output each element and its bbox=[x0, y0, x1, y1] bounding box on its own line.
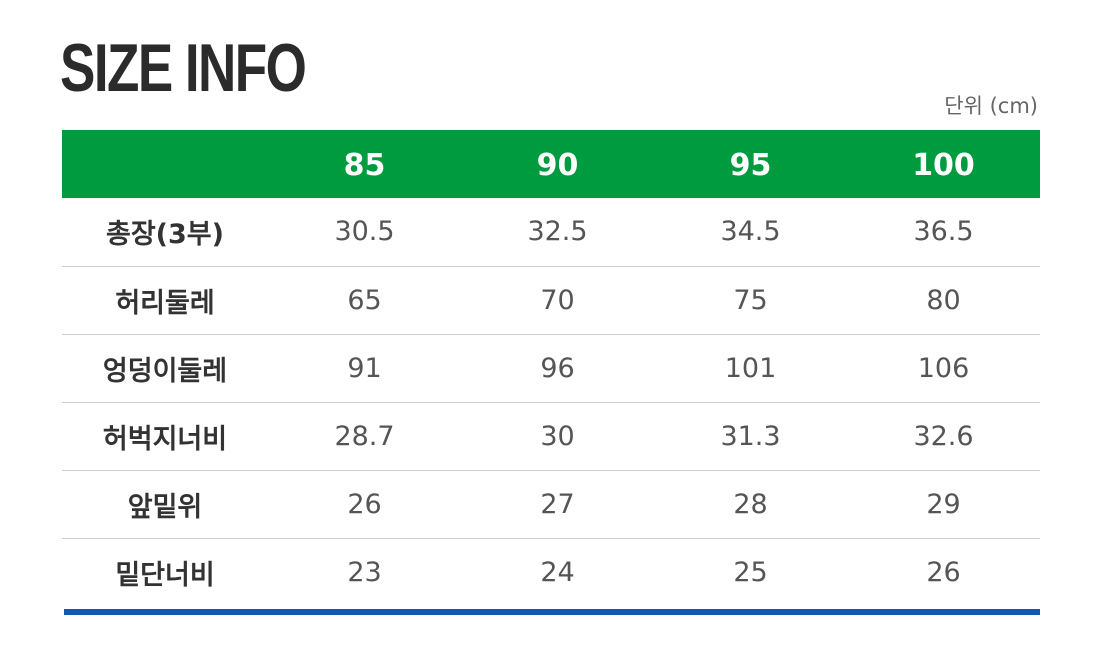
table-row: 허벅지너비 28.7 30 31.3 32.6 bbox=[62, 402, 1040, 470]
table-row: 총장(3부) 30.5 32.5 34.5 36.5 bbox=[62, 198, 1040, 266]
table-cell: 29 bbox=[926, 488, 961, 520]
table-cell: 24 bbox=[540, 556, 575, 588]
table-cell: 23 bbox=[347, 556, 382, 588]
row-label: 허리둘레 bbox=[115, 287, 215, 319]
table-cell: 34.5 bbox=[720, 216, 781, 248]
header-empty-cell bbox=[62, 130, 268, 198]
table-row: 밑단너비 23 24 25 26 bbox=[62, 538, 1040, 606]
bottom-divider-bar bbox=[64, 609, 1040, 615]
table-cell: 28.7 bbox=[334, 420, 395, 452]
table-cell: 26 bbox=[347, 488, 382, 520]
row-label: 앞밑위 bbox=[127, 491, 203, 523]
header-size-90: 90 bbox=[536, 147, 579, 183]
table-cell: 32.5 bbox=[527, 216, 588, 248]
table-cell: 36.5 bbox=[913, 216, 974, 248]
table-cell: 25 bbox=[733, 556, 768, 588]
header-size-95: 95 bbox=[729, 147, 772, 183]
table-cell: 28 bbox=[733, 488, 768, 520]
table-cell: 80 bbox=[926, 284, 961, 316]
row-label: 밑단너비 bbox=[115, 559, 215, 591]
table-cell: 106 bbox=[917, 352, 970, 384]
row-label: 허벅지너비 bbox=[102, 423, 228, 455]
unit-label: 단위 (cm) bbox=[944, 94, 1038, 118]
table-row: 엉덩이둘레 91 96 101 106 bbox=[62, 334, 1040, 402]
table-cell: 32.6 bbox=[913, 420, 974, 452]
table-cell: 27 bbox=[540, 488, 575, 520]
table-cell: 30.5 bbox=[334, 216, 395, 248]
row-label: 총장(3부) bbox=[106, 219, 224, 251]
row-label: 엉덩이둘레 bbox=[102, 355, 228, 387]
header-size-85: 85 bbox=[343, 147, 386, 183]
page-title: SIZE INFO bbox=[60, 30, 307, 106]
size-table: 85 90 95 100 총장(3부) 30.5 32.5 34.5 36.5 … bbox=[62, 130, 1040, 606]
table-header-row: 85 90 95 100 bbox=[62, 130, 1040, 198]
table-cell: 65 bbox=[347, 284, 382, 316]
header-size-100: 100 bbox=[912, 147, 975, 183]
table-row: 허리둘레 65 70 75 80 bbox=[62, 266, 1040, 334]
table-cell: 96 bbox=[540, 352, 575, 384]
table-cell: 91 bbox=[347, 352, 382, 384]
table-cell: 75 bbox=[733, 284, 768, 316]
table-cell: 30 bbox=[540, 420, 575, 452]
table-cell: 101 bbox=[724, 352, 777, 384]
table-cell: 26 bbox=[926, 556, 961, 588]
table-cell: 31.3 bbox=[720, 420, 781, 452]
table-cell: 70 bbox=[540, 284, 575, 316]
table-row: 앞밑위 26 27 28 29 bbox=[62, 470, 1040, 538]
